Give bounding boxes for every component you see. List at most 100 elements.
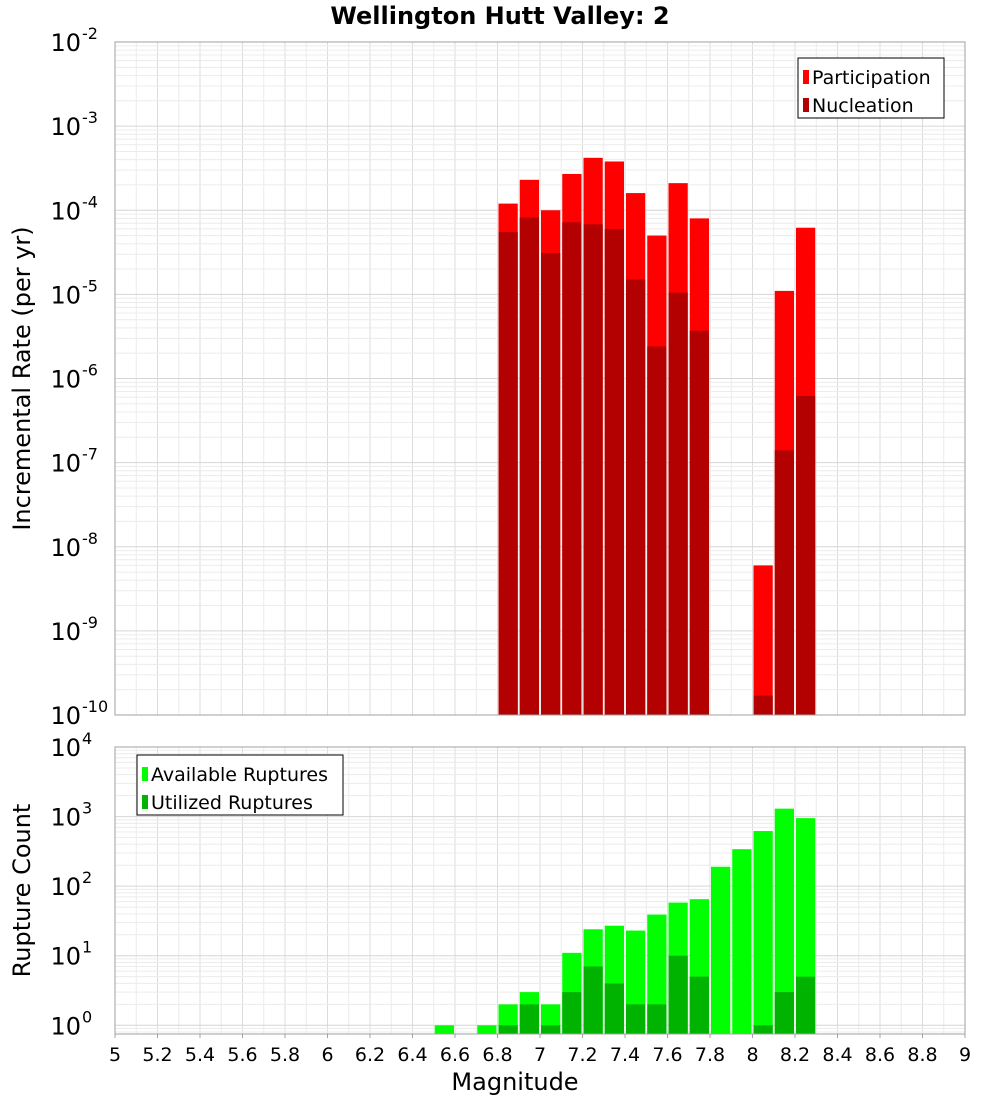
- bar-utilized-ruptures: [647, 1004, 667, 1034]
- x-tick-label: 5.6: [227, 1044, 257, 1066]
- svg-text:-9: -9: [82, 613, 98, 632]
- legend-count: Available Ruptures Utilized Ruptures: [136, 754, 344, 816]
- y-tick-label: 10 3: [50, 799, 92, 832]
- chart-title: Wellington Hutt Valley: 2: [330, 2, 669, 30]
- bar-nucleation: [689, 330, 709, 715]
- svg-text:10: 10: [50, 702, 81, 730]
- bar-available-ruptures: [753, 831, 773, 1034]
- legend-swatch: [803, 98, 809, 112]
- y-tick-label: 10 -10: [50, 697, 108, 730]
- y-tick-label: 10 0: [50, 1007, 92, 1040]
- legend-label: Available Ruptures: [151, 764, 328, 786]
- bar-utilized-ruptures: [689, 976, 709, 1034]
- svg-text:10: 10: [50, 450, 81, 478]
- y-tick-label: 10 4: [50, 729, 92, 762]
- x-tick-label: 7: [534, 1044, 546, 1066]
- x-tick-label: 6.6: [440, 1044, 470, 1066]
- bar-available-ruptures: [711, 866, 731, 1034]
- x-tick-label: 6.2: [355, 1044, 385, 1066]
- y-axis-label: Incremental Rate (per yr): [8, 226, 36, 530]
- bar-nucleation: [604, 228, 624, 715]
- svg-text:10: 10: [50, 804, 81, 832]
- svg-text:10: 10: [50, 113, 81, 141]
- x-tick-label: 6.8: [482, 1044, 512, 1066]
- legend-label: Nucleation: [812, 95, 914, 117]
- svg-text:10: 10: [50, 873, 81, 901]
- svg-text:-8: -8: [82, 529, 98, 548]
- y-tick-label: 10 -3: [50, 108, 98, 141]
- svg-text:10: 10: [50, 29, 81, 57]
- svg-text:-3: -3: [82, 108, 98, 127]
- bar-utilized-ruptures: [796, 976, 816, 1034]
- bar-nucleation: [647, 346, 667, 715]
- bar-utilized-ruptures: [774, 992, 794, 1034]
- legend-label: Participation: [812, 67, 931, 89]
- x-tick-label: 6.4: [397, 1044, 427, 1066]
- x-tick-label: 6: [321, 1044, 333, 1066]
- x-tick-label: 7.6: [652, 1044, 682, 1066]
- y-tick-label: 10 -9: [50, 613, 98, 646]
- svg-text:-7: -7: [82, 445, 98, 464]
- y-tick-label: 10 -6: [50, 361, 98, 394]
- bar-nucleation: [668, 292, 688, 715]
- bar-nucleation: [519, 217, 539, 715]
- bar-nucleation: [562, 222, 582, 716]
- bar-available-ruptures: [647, 914, 667, 1034]
- bar-available-ruptures: [434, 1025, 454, 1034]
- bar-nucleation: [498, 232, 518, 716]
- svg-text:-10: -10: [82, 697, 108, 716]
- svg-text:2: 2: [82, 868, 92, 887]
- series-utilized-ruptures: [498, 955, 816, 1034]
- x-tick-label: 7.2: [567, 1044, 597, 1066]
- svg-text:10: 10: [50, 197, 81, 225]
- x-tick-label: 5.8: [270, 1044, 300, 1066]
- x-tick-label: 5.2: [142, 1044, 172, 1066]
- svg-text:10: 10: [50, 734, 81, 762]
- bar-utilized-ruptures: [562, 992, 582, 1034]
- bar-utilized-ruptures: [604, 983, 624, 1034]
- svg-text:-2: -2: [82, 24, 98, 43]
- bar-participation: [753, 565, 773, 715]
- y-axis-label: Rupture Count: [8, 804, 36, 978]
- bar-available-ruptures: [774, 808, 794, 1034]
- svg-text:-6: -6: [82, 361, 98, 380]
- y-tick-label: 10 -5: [50, 276, 98, 309]
- svg-text:0: 0: [82, 1007, 92, 1026]
- bar-nucleation: [796, 395, 816, 715]
- x-tick-label: 8.4: [822, 1044, 852, 1066]
- legend-label: Utilized Ruptures: [151, 792, 313, 814]
- x-tick-label: 8.2: [780, 1044, 810, 1066]
- bar-nucleation: [583, 224, 603, 715]
- y-tick-label: 10 -2: [50, 24, 98, 57]
- y-tick-label: 10 -4: [50, 192, 98, 225]
- svg-text:10: 10: [50, 618, 81, 646]
- bar-available-ruptures: [732, 849, 752, 1034]
- svg-text:10: 10: [50, 366, 81, 394]
- x-tick-label: 7.8: [695, 1044, 725, 1066]
- x-tick-label: 5.4: [185, 1044, 215, 1066]
- series-nucleation: [498, 217, 816, 716]
- bar-utilized-ruptures: [626, 1004, 646, 1034]
- legend-swatch: [803, 70, 809, 84]
- y-tick-label: 10 2: [50, 868, 92, 901]
- svg-text:10: 10: [50, 534, 81, 562]
- legend-rate: Participation Nucleation: [797, 57, 945, 119]
- bar-utilized-ruptures: [498, 1025, 518, 1034]
- plot-border: [114, 41, 966, 716]
- bar-utilized-ruptures: [541, 1025, 561, 1034]
- y-tick-label: 10 1: [50, 938, 92, 971]
- bar-nucleation: [753, 695, 773, 715]
- svg-text:1: 1: [82, 938, 92, 957]
- bar-utilized-ruptures: [668, 955, 688, 1034]
- legend-swatch: [142, 767, 148, 781]
- x-tick-label: 9: [959, 1044, 971, 1066]
- bar-nucleation: [626, 279, 646, 715]
- bar-utilized-ruptures: [583, 966, 603, 1034]
- svg-text:4: 4: [82, 729, 92, 748]
- y-tick-label: 10 -7: [50, 445, 98, 478]
- svg-text:3: 3: [82, 799, 92, 818]
- svg-text:10: 10: [50, 281, 81, 309]
